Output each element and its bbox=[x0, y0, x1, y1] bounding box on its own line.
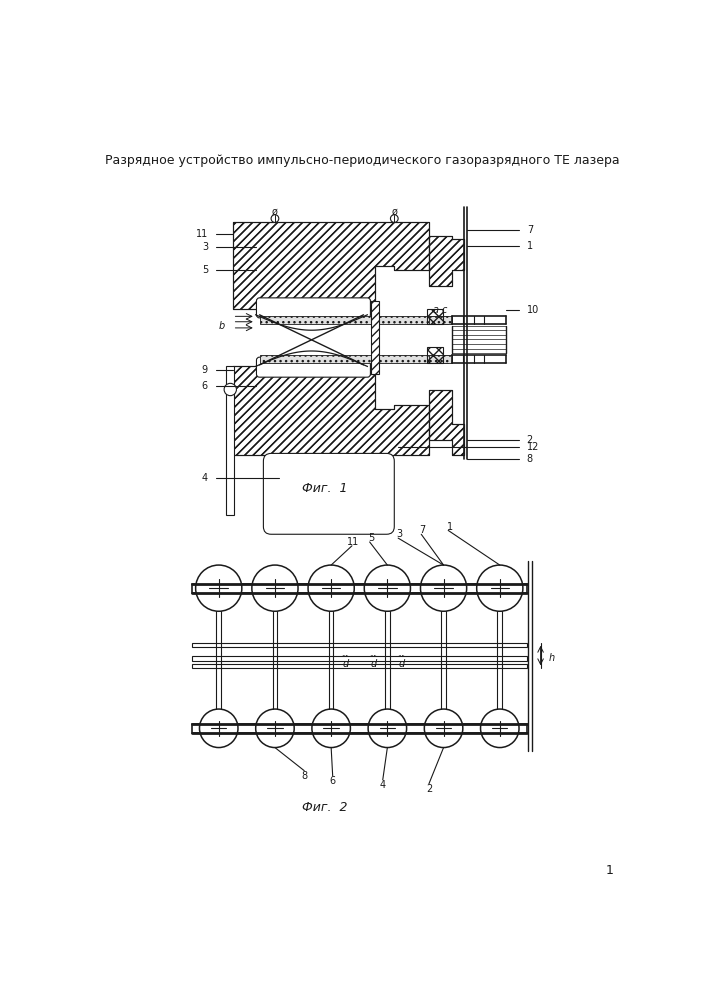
Bar bbox=[428, 347, 443, 363]
Text: ø: ø bbox=[272, 207, 278, 217]
Text: 5: 5 bbox=[201, 265, 208, 275]
Text: b: b bbox=[218, 321, 225, 331]
Text: d: d bbox=[398, 659, 404, 669]
Bar bbox=[259, 316, 448, 324]
Text: Фиг.  1: Фиг. 1 bbox=[303, 482, 348, 495]
Text: Разрядное устройство импульсно-периодического газоразрядного ТЕ лазера: Разрядное устройство импульсно-периодиче… bbox=[105, 154, 619, 167]
Circle shape bbox=[481, 709, 519, 748]
Text: 7: 7 bbox=[527, 225, 533, 235]
Circle shape bbox=[271, 215, 279, 222]
Text: 8: 8 bbox=[301, 771, 308, 781]
Circle shape bbox=[390, 215, 398, 222]
Text: 4: 4 bbox=[380, 780, 386, 790]
Circle shape bbox=[252, 565, 298, 611]
Polygon shape bbox=[429, 389, 464, 455]
Polygon shape bbox=[233, 222, 429, 309]
Text: a: a bbox=[432, 305, 438, 315]
Bar bbox=[192, 584, 527, 593]
Polygon shape bbox=[429, 235, 464, 286]
Text: 11: 11 bbox=[196, 229, 208, 239]
Circle shape bbox=[199, 709, 238, 748]
Circle shape bbox=[424, 709, 463, 748]
Text: h: h bbox=[549, 653, 554, 663]
Text: d: d bbox=[370, 659, 376, 669]
Circle shape bbox=[477, 565, 523, 611]
Circle shape bbox=[224, 383, 236, 396]
Text: 4: 4 bbox=[201, 473, 208, 483]
Text: d: d bbox=[342, 659, 349, 669]
Text: 5: 5 bbox=[368, 533, 374, 543]
Text: Фиг.  2: Фиг. 2 bbox=[303, 801, 348, 814]
Text: 6: 6 bbox=[201, 381, 208, 391]
Bar bbox=[371, 301, 379, 374]
Bar bbox=[259, 355, 448, 363]
Text: 3: 3 bbox=[201, 242, 208, 252]
Text: 2: 2 bbox=[426, 784, 432, 794]
Text: 2: 2 bbox=[527, 435, 533, 445]
Bar bbox=[192, 724, 527, 733]
FancyBboxPatch shape bbox=[257, 298, 370, 318]
Text: 1: 1 bbox=[606, 864, 614, 877]
Text: 9: 9 bbox=[201, 365, 208, 375]
Text: 3: 3 bbox=[397, 529, 403, 539]
Circle shape bbox=[308, 565, 354, 611]
FancyBboxPatch shape bbox=[257, 357, 370, 377]
Circle shape bbox=[421, 565, 467, 611]
Circle shape bbox=[196, 565, 242, 611]
Text: 6: 6 bbox=[329, 776, 336, 786]
Text: 1: 1 bbox=[527, 241, 533, 251]
Text: c: c bbox=[442, 305, 447, 315]
Text: 11: 11 bbox=[347, 537, 360, 547]
Text: ø: ø bbox=[392, 207, 397, 217]
Text: 12: 12 bbox=[527, 442, 539, 452]
Circle shape bbox=[368, 709, 407, 748]
Circle shape bbox=[364, 565, 411, 611]
Text: 7: 7 bbox=[420, 525, 426, 535]
Circle shape bbox=[312, 709, 351, 748]
Bar bbox=[192, 643, 527, 647]
Bar bbox=[428, 309, 443, 324]
Bar bbox=[192, 664, 527, 668]
Bar bbox=[226, 366, 234, 515]
Text: 10: 10 bbox=[527, 305, 539, 315]
Circle shape bbox=[256, 709, 294, 748]
FancyBboxPatch shape bbox=[264, 453, 395, 534]
Polygon shape bbox=[233, 366, 429, 455]
Text: 1: 1 bbox=[447, 522, 452, 532]
Text: 8: 8 bbox=[527, 454, 533, 464]
Bar bbox=[429, 355, 452, 363]
Bar bbox=[429, 316, 452, 324]
Bar bbox=[192, 656, 527, 661]
